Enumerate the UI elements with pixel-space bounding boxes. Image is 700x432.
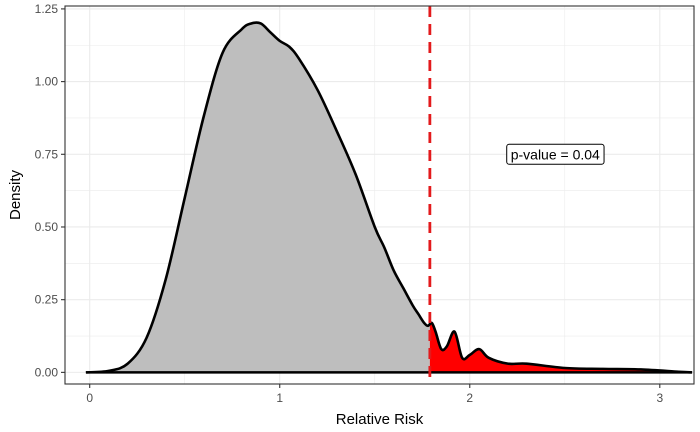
density-area-above-threshold (429, 322, 693, 373)
y-tick-label: 1.25 (35, 2, 59, 16)
y-tick-label: 0.00 (35, 365, 59, 379)
panel-border (64, 5, 695, 385)
p-value-annotation: p-value = 0.04 (506, 143, 605, 165)
annotation-box (506, 143, 605, 165)
density-area-below-threshold (85, 22, 430, 373)
y-axis: 0.00 0.25 0.50 0.75 1.00 1.25 (35, 2, 65, 379)
y-tick-label: 0.75 (35, 147, 59, 161)
y-tick-label: 0.25 (35, 293, 59, 307)
annotation-text: p-value = 0.04 (511, 146, 600, 162)
density-curve (85, 21, 693, 374)
x-axis-title: Relative Risk (336, 411, 424, 428)
x-tick-label: 0 (86, 391, 93, 405)
y-axis-title: Density (7, 169, 24, 220)
y-tick-label: 0.50 (35, 220, 59, 234)
x-tick-label: 1 (276, 391, 283, 405)
x-tick-label: 2 (466, 391, 473, 405)
x-axis: 0 1 2 3 (86, 384, 663, 405)
x-tick-label: 3 (656, 391, 663, 405)
y-tick-label: 1.00 (35, 75, 59, 89)
